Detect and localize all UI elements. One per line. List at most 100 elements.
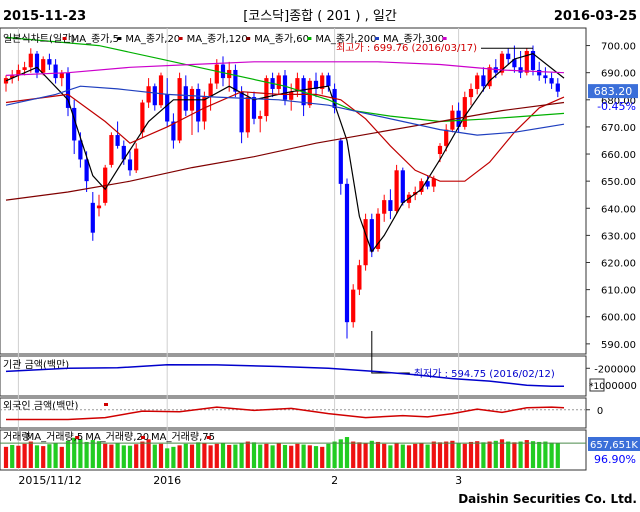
header-title: [코스닥]종합 ( 201 ) , 일간 — [243, 9, 397, 24]
volume-bar — [475, 441, 480, 468]
volume-bar — [437, 442, 443, 468]
trading-scale-value: 00000 — [605, 381, 637, 392]
candle-body — [72, 107, 77, 141]
candle-body — [3, 78, 9, 84]
candle-body — [251, 97, 257, 119]
legend-swatch — [307, 37, 312, 40]
volume-bar — [202, 443, 207, 468]
volume-bar — [47, 444, 52, 468]
volume-bar — [524, 440, 529, 468]
volume-current-label: 657,651K — [590, 440, 638, 451]
volume-legend-swatch — [206, 436, 211, 439]
volume-bar — [65, 440, 71, 468]
candle-body — [276, 75, 281, 89]
candle-body — [47, 59, 52, 65]
trading-scale-badge: *10 — [589, 382, 605, 392]
volume-bar — [506, 441, 511, 468]
candle-body — [28, 53, 33, 68]
volume-bar — [158, 443, 164, 468]
candle-body — [289, 91, 294, 100]
candle-body — [282, 75, 288, 100]
candle-body — [84, 159, 89, 182]
candle-body — [394, 170, 399, 211]
candle-body — [338, 140, 343, 184]
ma200-line — [5, 85, 565, 136]
candle-body — [475, 75, 480, 89]
candle-body — [369, 219, 374, 252]
volume-bar — [3, 446, 9, 468]
current-price-box — [588, 84, 638, 99]
volume-bar — [425, 444, 430, 468]
price-axis: 590.00 600.00 610.00 620.00 630.00 640.00 650.… — [586, 42, 636, 351]
volume-bar — [326, 443, 331, 468]
volume-bar — [462, 443, 467, 468]
volume-bar — [537, 441, 542, 468]
volume-bar — [214, 443, 219, 468]
current-change-label: -0.45% — [597, 100, 636, 113]
volume-bar — [96, 441, 102, 468]
volume-bar — [518, 441, 523, 468]
volume-current-box — [588, 437, 640, 451]
volume-bar — [171, 446, 176, 468]
candle-body — [425, 181, 430, 187]
volume-bar — [388, 445, 393, 468]
volume-bar — [276, 443, 281, 468]
volume-bar — [270, 445, 275, 468]
volume-bar — [22, 443, 27, 468]
volume-bar — [177, 445, 182, 468]
ma20-line — [5, 91, 565, 182]
volume-bar — [10, 444, 15, 468]
volume-bar — [549, 442, 554, 468]
foreign-panel: 외국인 금액(백만) 0 — [0, 400, 603, 421]
volume-legend-item: MA_거래량,20 — [85, 431, 149, 443]
trading-panel-label: 기관 금액(백만) — [3, 359, 69, 371]
volume-bar — [499, 439, 505, 468]
legend-swatch — [246, 37, 251, 40]
annotations: 최고가 : 699.76 (2016/03/17) 최저가 : 594.75 (2… — [336, 42, 555, 380]
trading-y-tick-label: -200000 — [594, 364, 636, 375]
candle-body — [537, 69, 542, 76]
volume-bar — [512, 442, 517, 468]
main-panel-frame — [0, 27, 587, 355]
candle-body — [400, 170, 405, 203]
legend-swatch — [375, 37, 379, 40]
candle-body — [462, 97, 467, 127]
candle-body — [202, 97, 207, 122]
candle-body — [468, 88, 474, 98]
candle-body — [351, 289, 356, 323]
volume-bar — [444, 441, 449, 468]
volume-bar — [16, 445, 21, 468]
volume-bar — [103, 443, 108, 468]
candle-body — [121, 145, 126, 160]
candle-body — [245, 97, 250, 133]
x-tick-label: 2016 — [153, 474, 181, 487]
ma300-line — [5, 61, 565, 76]
candle-body — [363, 219, 368, 266]
trading-panel: 기관 금액(백만) -200000 — [3, 359, 636, 388]
candle-body — [165, 94, 170, 122]
legend-item: MA_종가,120 — [187, 33, 248, 45]
candle-body — [22, 67, 27, 70]
y-tick-label: 630.00 — [601, 231, 636, 242]
candle-body — [171, 121, 176, 141]
volume-legend-swatch — [75, 436, 80, 439]
volume-bar — [78, 439, 83, 468]
candle-body — [127, 159, 133, 171]
volume-bar — [220, 443, 226, 468]
volume-bar — [301, 444, 306, 468]
volume-bar — [313, 446, 319, 468]
volume-bar — [90, 440, 95, 468]
candle-body — [444, 129, 449, 146]
volume-bar — [84, 441, 89, 468]
candle-body — [109, 135, 114, 165]
candle-body — [59, 72, 64, 79]
candle-body — [295, 78, 300, 92]
max-annotation-label: 최고가 : 699.76 (2016/03/17) — [336, 42, 477, 54]
volume-bar — [413, 443, 418, 468]
candle-body — [549, 78, 554, 84]
candle-body — [140, 102, 145, 133]
candle-body — [258, 116, 263, 119]
candle-body — [450, 110, 455, 130]
legend-swatch — [62, 37, 67, 40]
